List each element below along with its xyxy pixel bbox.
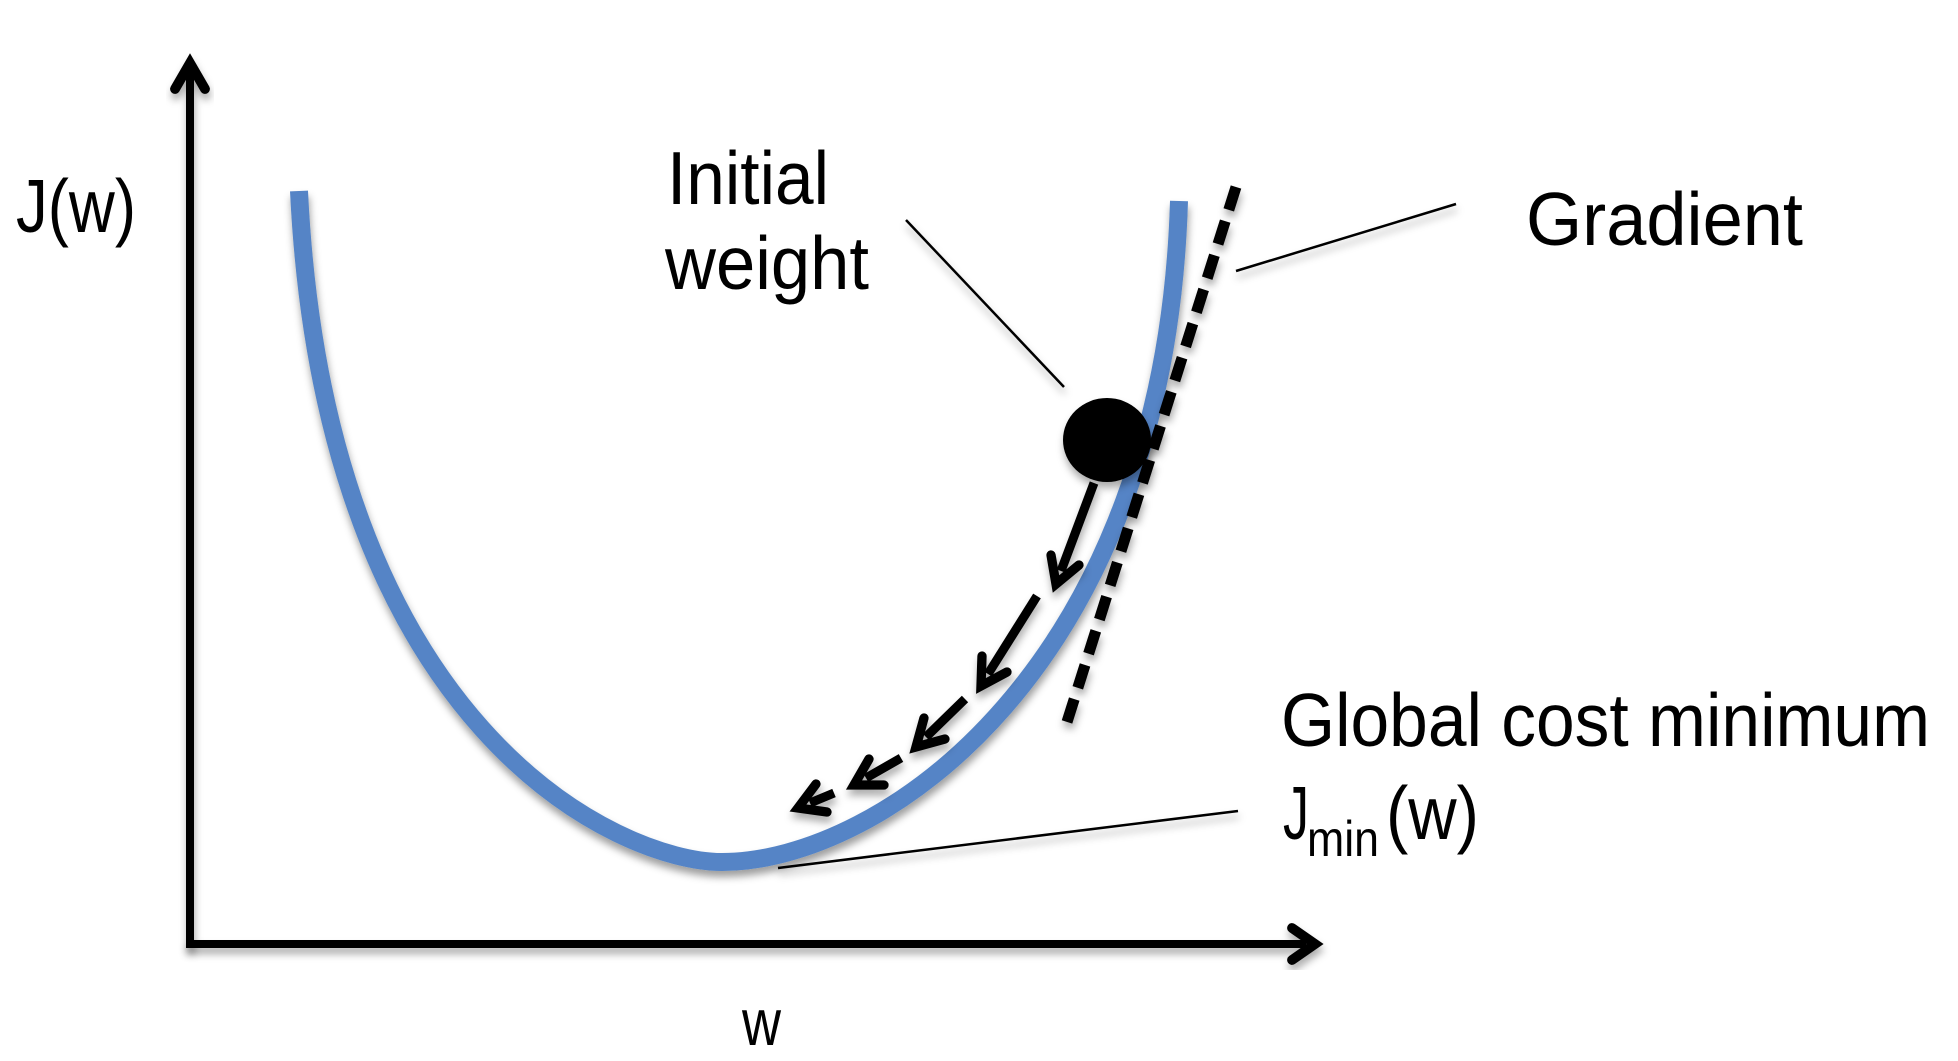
svg-text:J(w): J(w) xyxy=(16,164,136,248)
svg-text:Global cost minimum: Global cost minimum xyxy=(1281,678,1930,762)
svg-text:Initial: Initial xyxy=(667,136,829,220)
svg-text:J: J xyxy=(1283,771,1309,855)
svg-text:min: min xyxy=(1307,811,1379,867)
svg-text:(w): (w) xyxy=(1386,771,1479,855)
svg-text:w: w xyxy=(741,985,781,1059)
svg-text:Gradient: Gradient xyxy=(1526,177,1803,261)
svg-text:weight: weight xyxy=(664,221,869,305)
